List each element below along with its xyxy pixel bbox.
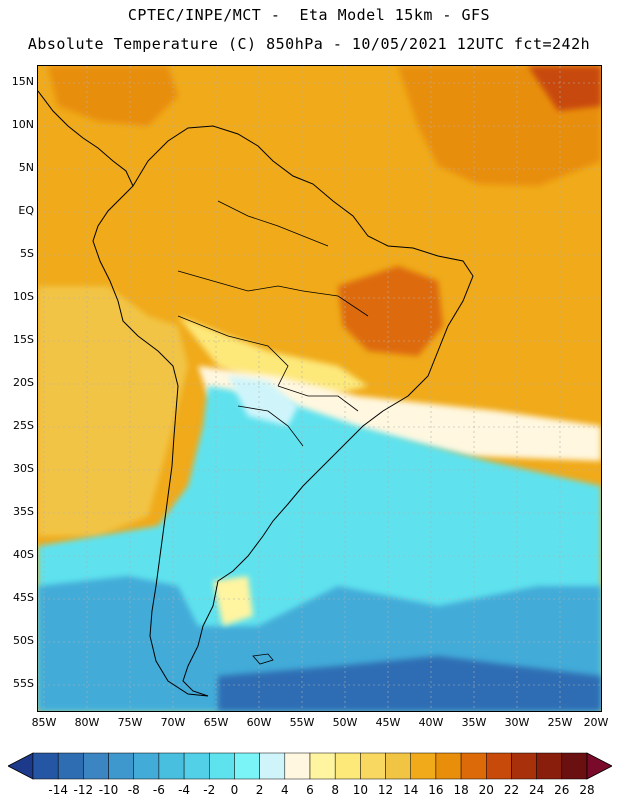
colorbar-cell — [460, 752, 487, 780]
cold-deep-region — [218, 656, 601, 711]
lon-label: 50W — [332, 716, 358, 729]
lat-label: 50S — [13, 634, 34, 647]
lon-label: 30W — [504, 716, 530, 729]
colorbar-cell — [83, 752, 109, 780]
lon-label: 65W — [203, 716, 229, 729]
colorbar-cell — [183, 752, 210, 780]
colorbar-cell — [259, 752, 286, 780]
colorbar-label: -8 — [127, 783, 140, 797]
colorbar-label: 14 — [403, 783, 419, 797]
colorbar-label: -14 — [48, 783, 68, 797]
map-canvas — [38, 66, 601, 711]
central-america-outline — [38, 90, 134, 187]
lat-label: 40S — [13, 548, 34, 561]
lat-label: 45S — [13, 591, 34, 604]
colorbar-cell — [133, 752, 160, 780]
lon-label: 85W — [31, 716, 57, 729]
colorbar-cells — [32, 752, 588, 780]
colorbar-low-arrow — [8, 752, 34, 780]
andes-band — [178, 316, 368, 396]
colorbar-cell — [360, 752, 386, 780]
colorbar-label: -2 — [203, 783, 216, 797]
falkland-islands — [252, 653, 274, 665]
lon-label: 40W — [418, 716, 444, 729]
colorbar — [8, 752, 612, 780]
lat-label: 10S — [13, 290, 34, 303]
colorbar-label: 16 — [428, 783, 444, 797]
lon-label: 55W — [289, 716, 315, 729]
lon-label: 75W — [117, 716, 143, 729]
colorbar-label: 20 — [478, 783, 494, 797]
lat-label: 5N — [18, 161, 34, 174]
lat-label: EQ — [18, 204, 34, 217]
colorbar-cell — [57, 752, 84, 780]
colorbar-cell — [334, 752, 361, 780]
colorbar-cell — [158, 752, 185, 780]
colorbar-label: 2 — [255, 783, 264, 797]
lat-label: 15S — [13, 333, 34, 346]
south-america-outline — [92, 125, 474, 697]
colorbar-cell — [234, 752, 260, 780]
lat-label: 15N — [11, 75, 34, 88]
colorbar-cell — [511, 752, 537, 780]
colorbar-cell — [309, 752, 336, 780]
colorbar-cell — [32, 752, 59, 780]
hottest-region-atlantic — [528, 66, 601, 111]
lat-label: 35S — [13, 505, 34, 518]
lon-label: 45W — [375, 716, 401, 729]
colorbar-cell — [536, 752, 563, 780]
colorbar-label: 12 — [377, 783, 394, 797]
cold-tongue — [228, 376, 298, 426]
colorbar-cell — [284, 752, 311, 780]
colorbar-cell — [435, 752, 462, 780]
lon-label: 60W — [246, 716, 272, 729]
lon-label: 80W — [74, 716, 100, 729]
hot-region-brazil — [338, 266, 443, 356]
colorbar-cell — [108, 752, 134, 780]
cream-band — [198, 366, 601, 461]
colorbar-label: 26 — [554, 783, 570, 797]
lat-label: 55S — [13, 677, 34, 690]
colorbar-cell — [385, 752, 411, 780]
colorbar-cell — [486, 752, 512, 780]
colorbar-label: 4 — [280, 783, 289, 797]
colorbar-high-arrow — [586, 752, 612, 780]
colorbar-label: -6 — [152, 783, 165, 797]
graticule — [38, 66, 601, 711]
colorbar-label: -12 — [73, 783, 94, 797]
pacific-band — [38, 286, 188, 536]
temperature-map — [37, 65, 602, 712]
lon-label: 35W — [461, 716, 487, 729]
colorbar-cell — [410, 752, 437, 780]
lat-label: 5S — [20, 247, 34, 260]
patagonia-warm-spot — [213, 576, 253, 626]
lon-label: 25W — [547, 716, 573, 729]
colorbar-label: 22 — [503, 783, 520, 797]
title-line-1: CPTEC/INPE/MCT - Eta Model 15km - GFS — [127, 6, 491, 24]
colorbar-label: -10 — [98, 783, 119, 797]
lat-label: 20S — [13, 376, 34, 389]
lat-label: 25S — [13, 419, 34, 432]
colorbar-label: 18 — [453, 783, 469, 797]
colorbar-label: 24 — [528, 783, 545, 797]
colorbar-cell — [209, 752, 235, 780]
lon-label: 70W — [160, 716, 186, 729]
colorbar-label: -4 — [178, 783, 191, 797]
title-line-2: Absolute Temperature (C) 850hPa - 10/05/… — [27, 35, 591, 53]
hot-region-caribbean — [48, 66, 178, 126]
colorbar-label: 10 — [352, 783, 368, 797]
lat-label: 30S — [13, 462, 34, 475]
colorbar-label: 8 — [331, 783, 339, 797]
lat-label: 10N — [11, 118, 34, 131]
colorbar-label: 28 — [579, 783, 595, 797]
colorbar-cell — [561, 752, 588, 780]
lon-label: 20W — [583, 716, 609, 729]
country-borders — [177, 200, 369, 447]
colorbar-label: 0 — [230, 783, 239, 797]
colorbar-label: 6 — [306, 783, 314, 797]
